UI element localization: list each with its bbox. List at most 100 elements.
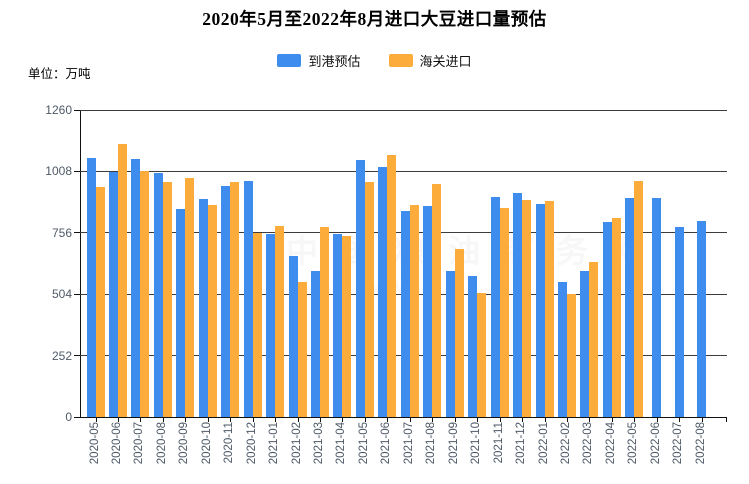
x-axis-label: 2021-02 [290, 422, 303, 465]
bar-group [153, 173, 172, 417]
bar-arrival-estimate [355, 159, 365, 417]
x-axis-label: 2020-05 [88, 422, 101, 465]
x-axis-tick [454, 417, 456, 422]
bar-group [445, 248, 464, 417]
x-axis-label: 2022-02 [559, 422, 572, 465]
x-axis-tick [387, 417, 389, 422]
bar-customs-import [454, 248, 464, 417]
bar-arrival-estimate [602, 222, 612, 417]
bar-group [423, 184, 442, 417]
bar-arrival-estimate [86, 157, 96, 417]
bar-arrival-estimate [490, 196, 500, 417]
x-axis-label: 2021-01 [268, 422, 281, 465]
x-axis-tick [634, 417, 636, 422]
x-axis-label: 2021-11 [492, 422, 505, 464]
bar-group [535, 201, 554, 417]
x-axis-tick [230, 417, 232, 422]
bar-arrival-estimate [176, 208, 186, 417]
bar-arrival-estimate [311, 270, 320, 417]
x-axis-tick [544, 417, 546, 422]
bar-arrival-estimate [445, 270, 455, 417]
bar-arrival-estimate [198, 198, 208, 417]
bar-arrival-estimate [266, 234, 276, 417]
bar-arrival-estimate [288, 256, 298, 417]
bar-arrival-estimate [674, 227, 684, 417]
y-axis-label: 1008 [45, 164, 72, 179]
bar-customs-import [409, 205, 419, 417]
bar-customs-import [230, 181, 240, 417]
x-axis-label: 2021-12 [515, 422, 528, 465]
bar-customs-import [634, 180, 644, 417]
legend-swatch-customs-icon [388, 53, 413, 67]
y-axis-label: 756 [51, 225, 72, 240]
bar-group [86, 157, 105, 417]
bar-customs-import [140, 170, 150, 417]
x-axis-label: 2021-10 [470, 422, 483, 465]
bar-arrival-estimate [333, 234, 343, 417]
bar-arrival-estimate [108, 172, 118, 417]
x-axis-line [80, 417, 727, 418]
bar-arrival-estimate [221, 185, 231, 417]
y-axis-tick [74, 293, 80, 295]
bar-customs-import [185, 178, 195, 417]
x-axis-tick [432, 417, 434, 422]
legend-swatch-arrival-icon [277, 53, 302, 67]
bar-arrival-estimate [378, 167, 388, 417]
x-axis-tick [477, 417, 479, 422]
bar-group [513, 192, 532, 417]
bar-arrival-estimate [580, 270, 590, 417]
x-axis-label: 2021-09 [447, 422, 460, 465]
bar-group [697, 220, 707, 417]
x-axis-tick [611, 417, 613, 422]
x-axis-label: 2021-03 [313, 422, 325, 465]
x-axis-tick [566, 417, 568, 422]
bar-arrival-estimate [243, 180, 253, 417]
bar-group [557, 281, 576, 417]
y-axis-label: 504 [51, 287, 72, 302]
x-axis-tick [140, 417, 142, 422]
bar-arrival-estimate [153, 173, 163, 417]
bar-customs-import [387, 155, 397, 417]
bar-arrival-estimate [423, 206, 433, 417]
bar-group [378, 155, 397, 417]
y-axis-unit-label: 单位：万吨 [28, 67, 91, 81]
x-axis-tick [364, 417, 366, 422]
bar-customs-import [364, 181, 374, 417]
y-axis-tick [74, 355, 80, 357]
x-axis-tick [522, 417, 524, 422]
x-axis-tick [320, 417, 321, 422]
legend-item-customs-import[interactable]: 海关进口 [388, 51, 472, 70]
y-axis-tick [74, 232, 80, 234]
bar-group [221, 181, 240, 417]
bar-arrival-estimate [557, 281, 567, 417]
bar-group [400, 205, 419, 417]
bar-customs-import [95, 186, 105, 417]
bar-customs-import [275, 225, 285, 417]
legend-item-arrival-estimate[interactable]: 到港预估 [277, 51, 361, 70]
x-axis-tick [297, 417, 299, 422]
bar-group [355, 159, 374, 417]
bar-customs-import [589, 262, 599, 417]
x-axis-label: 2022-07 [672, 422, 685, 465]
x-axis-end-tick [726, 417, 727, 422]
x-axis-label: 2020-08 [155, 422, 168, 465]
x-axis-label: 2020-07 [133, 422, 146, 465]
x-axis-tick [185, 417, 187, 422]
bar-group [243, 180, 262, 417]
bar-group [131, 158, 150, 417]
x-axis-label: 2021-08 [425, 422, 438, 465]
plot-area [74, 109, 727, 422]
bar-group [311, 227, 329, 417]
bar-group [625, 180, 644, 417]
x-axis-tick [701, 417, 703, 422]
x-axis-label: 2021-05 [357, 422, 370, 465]
x-axis-tick [589, 417, 591, 422]
bar-group [674, 227, 684, 417]
y-axis-label: 0 [65, 410, 72, 424]
bar-group [333, 234, 352, 417]
x-axis-tick [162, 417, 164, 422]
bar-arrival-estimate [625, 197, 635, 417]
bar-customs-import [320, 227, 329, 417]
y-axis-tick [74, 170, 80, 172]
